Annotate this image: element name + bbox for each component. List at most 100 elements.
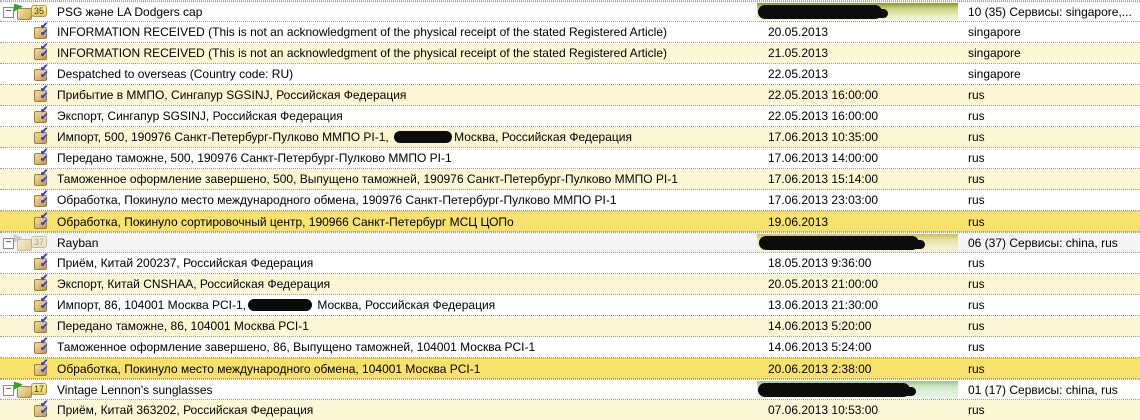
package-box-icon [34,132,47,144]
event-description: Импорт, 86, 104001 Москва PCI-1, Москва,… [57,295,495,315]
tracking-number-redacted [759,236,925,250]
package-box-icon [34,342,47,354]
check-icon: ✔ [40,301,49,312]
package-box-icon [34,258,47,270]
package-checkmark-icon: ✔ ✔ [34,316,52,335]
event-description: Таможенное оформление завершено, 500, Вы… [57,172,678,186]
table-row[interactable]: ✔ ✔ Импорт, 86, 104001 Москва PCI-1, Моск… [0,295,1140,316]
check-icon: ✔ [40,343,49,354]
check-icon: ✔ [40,280,49,291]
event-service: rus [968,109,985,123]
check-icon: ✔ [40,133,49,144]
collapse-toggle-icon[interactable]: − [3,7,14,18]
days-badge: 37 [31,236,48,248]
group-row[interactable]: − 37 Rayban 06 (37) Сервисы: china, rus [0,232,1140,253]
package-checkmark-icon: ✔ ✔ [34,190,52,209]
package-box-icon [34,321,47,333]
event-service: rus [968,151,985,165]
event-date: 17.06.2013 23:03:00 [768,193,879,207]
check-icon: ✔ [40,190,49,200]
check-icon: ✔ [40,274,49,284]
package-checkmark-icon: ✔ ✔ [34,337,52,356]
event-description: INFORMATION RECEIVED (This is not an ack… [57,46,668,60]
event-date: 20.05.2013 21:00:00 [768,277,879,291]
table-row[interactable]: ✔ ✔ Таможенное оформление завершено, 86, … [0,337,1140,358]
package-checkmark-icon: ✔ ✔ [34,127,52,146]
collapse-toggle-icon[interactable]: − [3,238,14,249]
check-icon: ✔ [40,28,49,39]
table-row[interactable]: ✔ ✔ Импорт, 500, 190976 Санкт-Петербург-П… [0,127,1140,148]
event-description-part: Москва, Российская Федерация [454,130,632,144]
table-row[interactable]: ✔ ✔ INFORMATION RECEIVED (This is not an … [0,43,1140,64]
event-date: 07.06.2013 10:53:00 [768,403,879,417]
check-icon: ✔ [40,175,49,186]
event-date: 20.05.2013 [768,25,829,39]
check-icon: ✔ [40,85,49,95]
check-icon: ✔ [40,106,49,116]
event-description: Прибытие в ММПО, Сингапур SGSINJ, Россий… [57,88,407,102]
package-box-icon [34,69,47,81]
group-row[interactable]: − 17 Vintage Lennon's sunglasses 01 (17)… [0,379,1140,400]
event-date: 21.05.2013 [768,46,829,60]
table-row[interactable]: ✔ ✔ Передано таможне, 86, 104001 Москва P… [0,316,1140,337]
event-date: 18.05.2013 9:36:00 [768,256,872,270]
check-icon: ✔ [40,64,49,74]
check-icon: ✔ [40,91,49,102]
event-service: rus [968,88,985,102]
check-icon: ✔ [40,322,49,333]
check-icon: ✔ [40,43,49,53]
table-row[interactable]: ✔ ✔ Обработка, Покинуло место международн… [0,190,1140,211]
package-box-icon [34,153,47,165]
event-description: Экспорт, Сингапур SGSINJ, Российская Фед… [57,109,343,123]
table-row[interactable]: ✔ ✔ Приём, Китай 363202, Российская Федер… [0,400,1140,420]
check-icon: ✔ [40,253,49,263]
event-service: rus [968,256,985,270]
package-checkmark-icon: ✔ ✔ [34,211,52,231]
check-icon: ✔ [40,154,49,165]
table-row[interactable]: ✔ ✔ Приём, Китай 200237, Российская Федер… [0,253,1140,274]
days-badge: 35 [31,5,48,17]
package-box-icon [34,364,47,376]
table-row-latest[interactable]: ✔ ✔ Обработка, Покинуло место международн… [0,358,1140,379]
tracking-number-redacted [758,383,916,397]
event-date: 19.06.2013 [768,215,829,229]
table-row-latest[interactable]: ✔ ✔ Обработка, Покинуло сортировочный цен… [0,211,1140,232]
event-description: Обработка, Покинуло место международного… [57,362,481,376]
check-icon: ✔ [40,148,49,158]
redaction-bump [866,9,888,18]
check-icon: ✔ [40,316,49,326]
package-checkmark-icon: ✔ ✔ [34,359,52,378]
table-row[interactable]: ✔ ✔ Передано таможне, 500, 190976 Санкт-П… [0,148,1140,169]
event-service: rus [968,215,985,229]
check-icon: ✔ [40,400,49,410]
table-row[interactable]: ✔ ✔ Экспорт, Китай CNSHAA, Российская Фед… [0,274,1140,295]
table-row[interactable]: ✔ ✔ Despatched to overseas (Country code:… [0,64,1140,85]
event-date: 13.06.2013 21:30:00 [768,298,879,312]
event-date: 20.06.2013 2:38:00 [768,362,872,376]
event-date: 22.05.2013 [768,67,829,81]
package-checkmark-icon: ✔ ✔ [34,85,52,104]
package-box-icon [34,195,47,207]
package-box-icon [34,300,47,312]
package-checkmark-icon: ✔ ✔ [34,64,52,83]
package-checkmark-icon: ✔ ✔ [34,400,52,419]
collapse-toggle-icon[interactable]: − [3,385,14,396]
package-checkmark-icon: ✔ ✔ [34,253,52,272]
group-row[interactable]: − 35 PSG және LA Dodgers cap 10 (35) Сер… [0,1,1140,22]
parcel-folder-flag-icon: 17 [14,380,56,399]
table-row[interactable]: ✔ ✔ Экспорт, Сингапур SGSINJ, Российская … [0,106,1140,127]
event-description: Обработка, Покинуло сортировочный центр,… [57,215,514,229]
table-row[interactable]: ✔ ✔ Таможенное оформление завершено, 500,… [0,169,1140,190]
event-description: Таможенное оформление завершено, 86, Вып… [57,340,536,354]
table-row[interactable]: ✔ ✔ Прибытие в ММПО, Сингапур SGSINJ, Рос… [0,85,1140,106]
table-row[interactable]: ✔ ✔ INFORMATION RECEIVED (This is not an … [0,22,1140,43]
green-flag-icon [14,2,23,12]
package-checkmark-icon: ✔ ✔ [34,295,52,314]
event-service: rus [968,340,985,354]
redaction-bump [903,240,925,249]
check-icon: ✔ [40,112,49,123]
days-badge: 17 [31,383,48,395]
check-icon: ✔ [40,211,49,222]
event-description: Передано таможне, 500, 190976 Санкт-Пете… [57,151,452,165]
